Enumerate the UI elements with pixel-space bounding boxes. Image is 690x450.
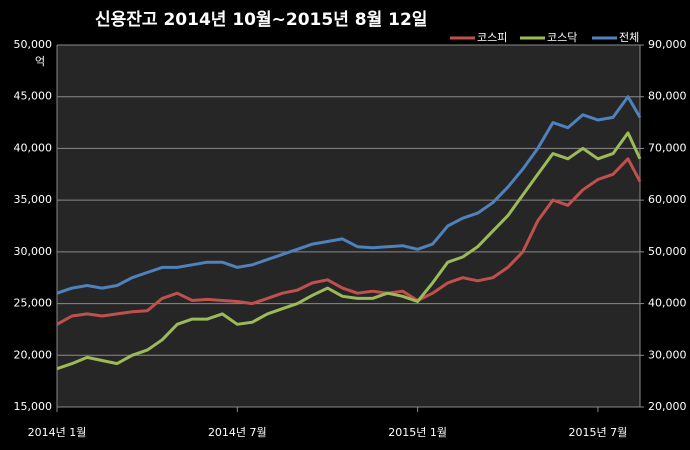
- x-tick-label: 2015년 7월: [569, 426, 628, 439]
- y-tick-label: 35,000: [14, 193, 53, 206]
- legend-label: 코스피: [477, 31, 507, 44]
- line-series: [56, 131, 642, 371]
- y2-tick-label: 30,000: [648, 348, 687, 361]
- chart-title: 신용잔고 2014년 10월~2015년 8월 12일: [95, 10, 427, 30]
- legend-label: 전체: [619, 31, 639, 44]
- y-tick-label: 25,000: [14, 297, 53, 310]
- y-tick-label: 30,000: [14, 245, 53, 258]
- y-tick-label: 20,000: [14, 348, 53, 361]
- y2-tick-label: 40,000: [648, 297, 687, 310]
- line-series: [56, 95, 642, 295]
- x-tick-label: 2014년 7월: [208, 426, 267, 439]
- y2-tick-label: 20,000: [648, 400, 687, 413]
- y-tick-label: 50,000: [14, 38, 53, 51]
- y2-tick-label: 50,000: [648, 245, 687, 258]
- x-tick-label: 2014년 1월: [28, 426, 87, 439]
- y-unit: 억: [35, 55, 45, 68]
- legend-label: 코스닥: [547, 31, 577, 44]
- y-tick-label: 45,000: [14, 90, 53, 103]
- plot-area: [57, 45, 640, 407]
- line-series: [56, 157, 642, 326]
- y2-tick-label: 60,000: [648, 193, 687, 206]
- y2-tick-label: 80,000: [648, 90, 687, 103]
- y2-tick-label: 90,000: [648, 38, 687, 51]
- x-tick-label: 2015년 1월: [388, 426, 447, 439]
- y-tick-label: 40,000: [14, 141, 53, 154]
- y-tick-label: 15,000: [14, 400, 53, 413]
- y2-tick-label: 70,000: [648, 141, 687, 154]
